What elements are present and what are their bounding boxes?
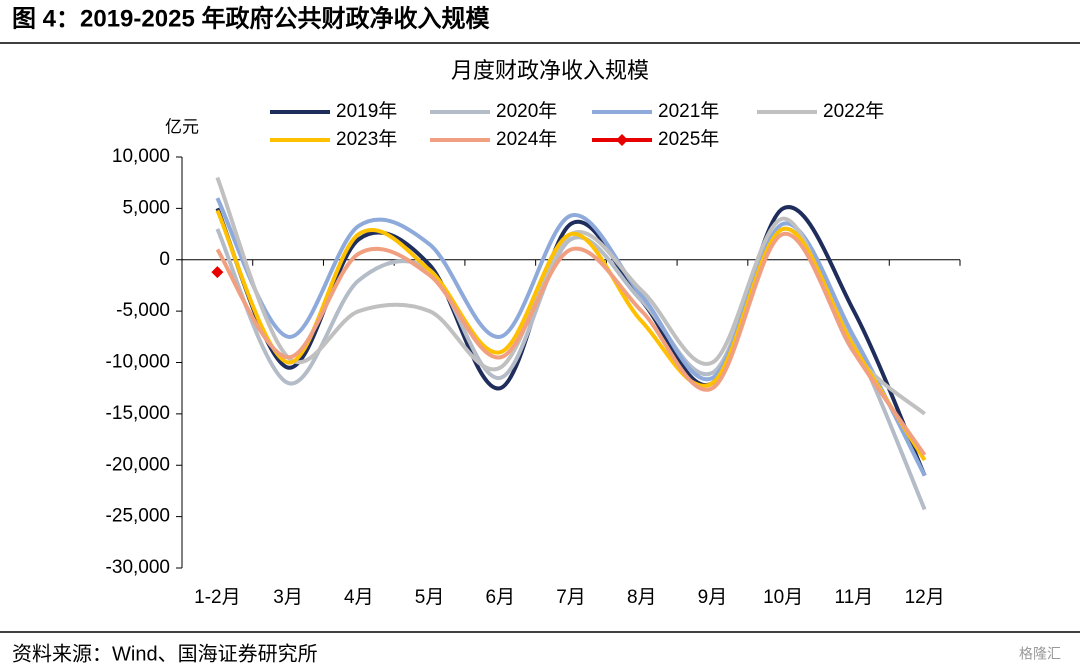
x-tick-label: 6月 bbox=[485, 587, 515, 608]
y-tick-label: -15,000 bbox=[106, 403, 170, 424]
x-tick-label: 8月 bbox=[627, 587, 657, 608]
series-marker bbox=[211, 266, 224, 279]
y-tick-label: -10,000 bbox=[106, 352, 170, 373]
x-tick-label: 11月 bbox=[835, 587, 874, 608]
x-tick-label: 12月 bbox=[905, 587, 945, 608]
y-tick-label: -5,000 bbox=[116, 300, 170, 321]
y-tick-label: -20,000 bbox=[106, 454, 170, 475]
y-tick-label: -25,000 bbox=[106, 506, 170, 527]
legend-marker bbox=[616, 134, 628, 146]
x-tick-label: 1-2月 bbox=[194, 587, 240, 608]
series-line bbox=[215, 232, 927, 457]
legend-label: 2022年 bbox=[823, 100, 884, 122]
y-tick-label: 5,000 bbox=[122, 197, 170, 218]
legend-label: 2024年 bbox=[496, 128, 557, 150]
legend-label: 2020年 bbox=[496, 100, 557, 122]
x-tick-label: 10月 bbox=[763, 587, 803, 608]
figure-title: 图 4：2019-2025 年政府公共财政净收入规模 bbox=[12, 4, 490, 32]
x-tick-label: 9月 bbox=[698, 587, 728, 608]
series-line bbox=[215, 209, 927, 462]
legend-label: 2025年 bbox=[658, 128, 719, 150]
x-tick-label: 3月 bbox=[273, 587, 303, 608]
source-note: 资料来源：Wind、国海证券研究所 bbox=[12, 642, 318, 665]
y-tick-label: 10,000 bbox=[112, 146, 170, 167]
y-tick-label: 0 bbox=[159, 249, 170, 270]
legend-label: 2019年 bbox=[336, 100, 397, 122]
watermark: 格隆汇 bbox=[1019, 646, 1061, 662]
series-line bbox=[215, 197, 927, 477]
x-tick-label: 7月 bbox=[556, 587, 586, 608]
legend-label: 2023年 bbox=[336, 128, 397, 150]
y-tick-label: -30,000 bbox=[106, 557, 170, 578]
x-tick-label: 5月 bbox=[415, 587, 445, 608]
y-axis-label: 亿元 bbox=[165, 117, 199, 136]
x-tick-label: 4月 bbox=[344, 587, 374, 608]
legend-label: 2021年 bbox=[658, 100, 719, 122]
series-line bbox=[215, 176, 926, 416]
chart-title: 月度财政净收入规模 bbox=[451, 58, 649, 83]
